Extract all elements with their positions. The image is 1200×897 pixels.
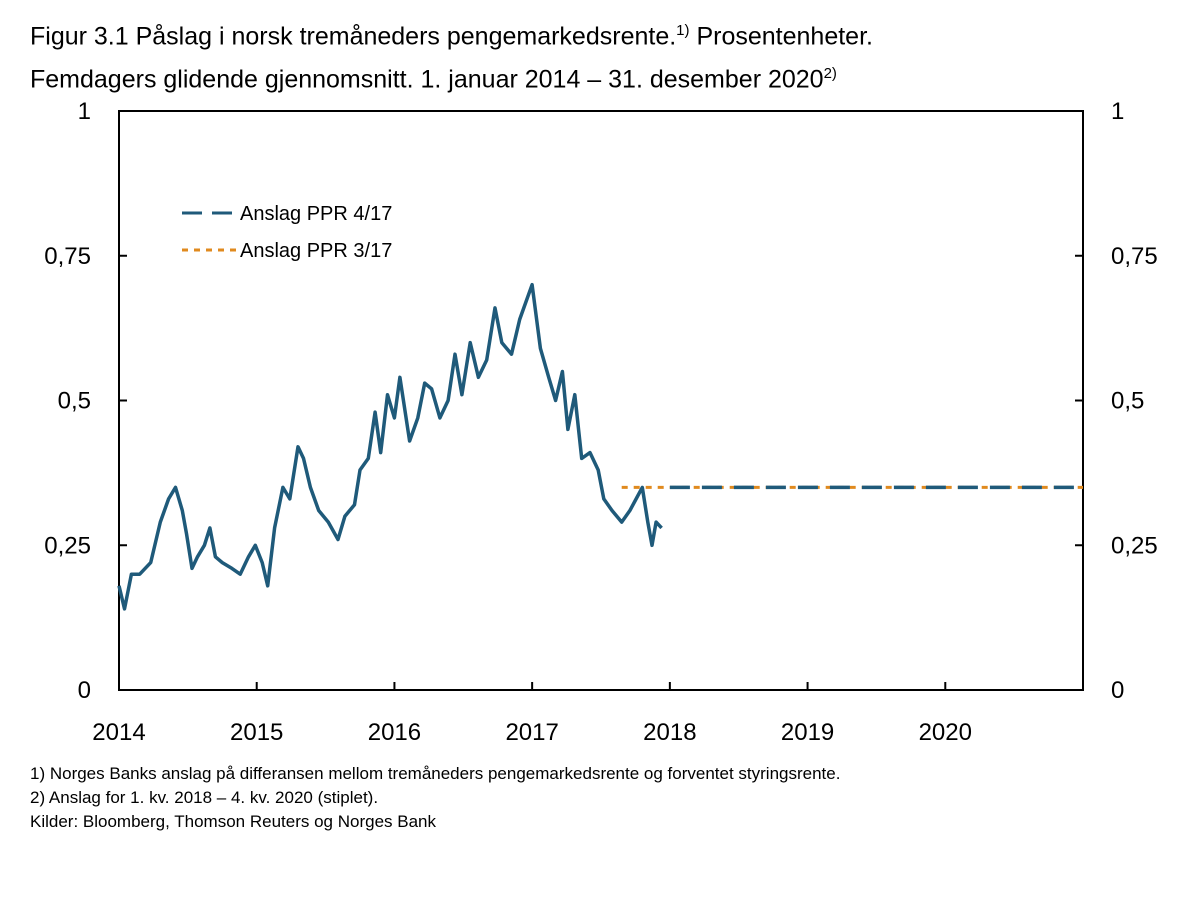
y-tick-label-left: 1 [78,98,91,125]
title-sup1: 1) [676,22,690,39]
title-line1: Figur 3.1 Påslag i norsk tremåneders pen… [30,22,677,51]
y-tick-label-right: 0,25 [1111,532,1158,559]
footnotes: 1) Norges Banks anslag på differansen me… [30,762,840,834]
footnote-1: 1) Norges Banks anslag på differansen me… [30,764,841,783]
x-tick-label: 2014 [92,719,145,746]
footnote-2: 2) Anslag for 1. kv. 2018 – 4. kv. 2020 … [30,788,379,807]
x-tick-label: 2020 [919,719,972,746]
chart-title: Figur 3.1 Påslag i norsk tremåneders pen… [30,12,873,99]
y-tick-label-right: 0,5 [1111,388,1144,415]
x-tick-label: 2018 [643,719,696,746]
y-tick-label-right: 1 [1111,98,1124,125]
source-note: Kilder: Bloomberg, Thomson Reuters og No… [30,812,436,831]
y-tick-label-left: 0,75 [44,243,91,270]
y-tick-label-right: 0 [1111,677,1124,704]
plot-frame [118,110,1084,691]
legend-label: Anslag PPR 4/17 [240,203,392,225]
y-tick-label-left: 0 [78,677,91,704]
series-line-historical [117,282,663,611]
x-tick-label: 2019 [781,719,834,746]
y-tick-label-left: 0,5 [58,388,91,415]
x-tick-label: 2015 [230,719,283,746]
legend-label: Anslag PPR 3/17 [240,240,392,262]
title-line2: Femdagers glidende gjennomsnitt. 1. janu… [30,65,824,94]
title-line1-end: Prosentenheter. [689,22,873,51]
y-tick-label-right: 0,75 [1111,243,1158,270]
title-sup2: 2) [823,65,837,83]
x-tick-label: 2016 [368,719,421,746]
y-tick-label-left: 0,25 [44,532,91,559]
x-tick-label: 2017 [505,719,558,746]
